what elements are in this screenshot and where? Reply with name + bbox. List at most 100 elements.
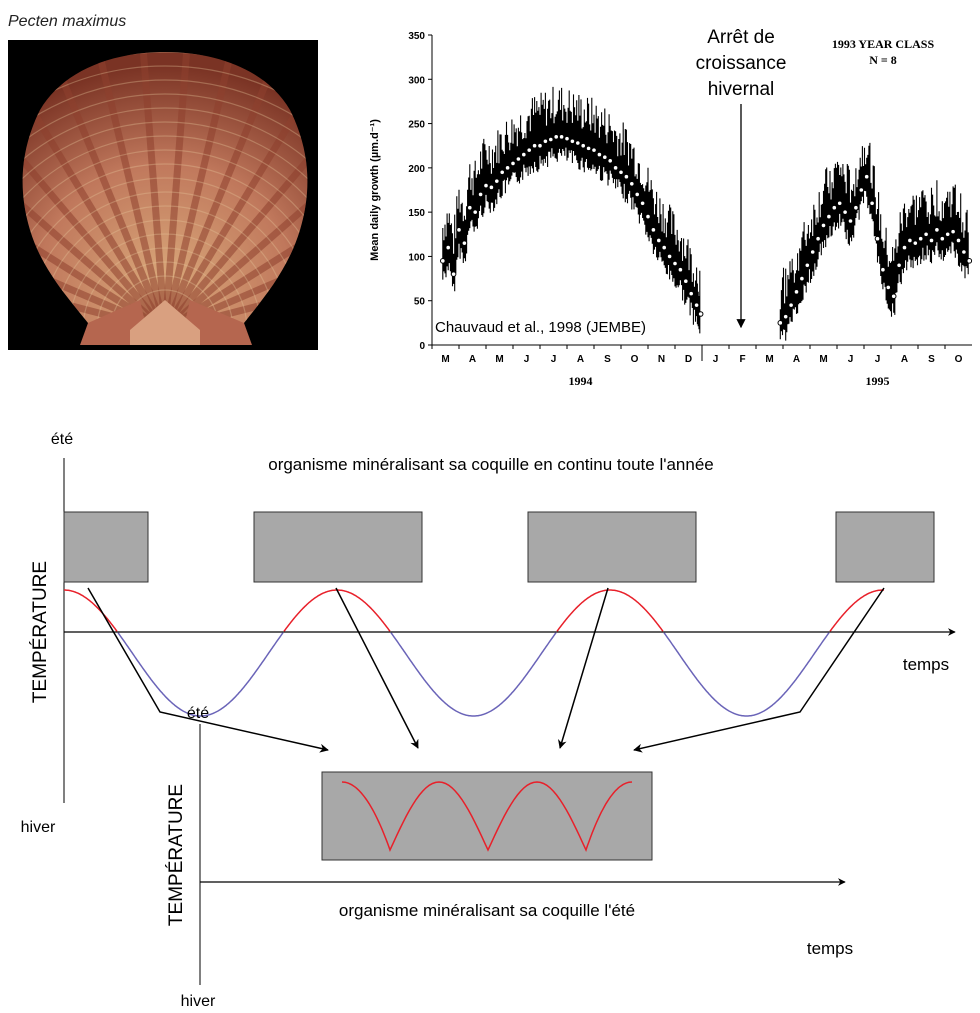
shell-rib	[87, 52, 169, 323]
chart-point	[612, 165, 619, 171]
wave-warm-segment	[829, 589, 884, 632]
chart-point	[966, 258, 973, 264]
chart-point	[672, 260, 678, 267]
chart-point	[831, 204, 838, 211]
chart-month-label: F	[739, 354, 745, 365]
chart-point	[885, 284, 892, 291]
chart-point	[863, 173, 870, 180]
chart-point	[793, 289, 800, 295]
bottom-caption: organisme minéralisant sa coquille l'été	[339, 901, 635, 920]
chart-point	[826, 213, 832, 220]
shell-growth-ring	[110, 275, 220, 323]
shell-growth-ring	[22, 93, 308, 323]
shell-rib	[162, 117, 308, 323]
chart-point	[564, 135, 570, 142]
shell-growth-ring	[40, 205, 290, 323]
chart-point	[531, 142, 538, 149]
chart-point	[515, 156, 522, 162]
chart-point	[656, 237, 662, 244]
arrest-label-line-3: hivernal	[708, 79, 775, 100]
chart-point	[456, 227, 462, 233]
shell-rib	[162, 82, 308, 323]
shell-growth-ring	[22, 65, 308, 323]
chart-year-label: 1995	[866, 374, 890, 388]
wave-warm-segment	[556, 589, 664, 632]
top-ete-label: été	[51, 431, 73, 448]
chart-month-label: A	[577, 354, 584, 365]
chart-x-axis: M A M J J A S O N D J F M A M J J A S O 1994 1995	[431, 344, 972, 388]
chart-point	[890, 293, 897, 300]
chart-y-tick-label: 100	[408, 252, 425, 263]
chart-point	[472, 209, 479, 215]
chart-month-label: M	[441, 354, 449, 365]
shell-rib	[22, 117, 168, 323]
chart-point	[467, 204, 473, 211]
shell-growth-ring	[124, 289, 206, 323]
chart-month-label: J	[524, 354, 530, 365]
chart-point	[607, 157, 614, 164]
chart-point	[602, 154, 608, 161]
chart-month-label: M	[495, 354, 503, 365]
chart-point	[677, 266, 684, 273]
shell-growth-ring	[22, 121, 308, 323]
chart-point	[494, 178, 500, 184]
chart-point	[488, 184, 495, 191]
chart-series-line-1994	[442, 136, 702, 315]
chart-point	[847, 218, 854, 224]
chart-point	[661, 244, 668, 251]
shell-growth-ring	[22, 135, 308, 323]
chart-point	[955, 237, 962, 244]
chart-point	[596, 151, 603, 158]
shell-growth-ring	[22, 163, 308, 323]
record-curve-path	[341, 781, 633, 853]
shell-rib	[40, 52, 169, 323]
summer-boxes	[63, 511, 935, 583]
chart-point	[912, 240, 919, 246]
chart-point	[782, 313, 789, 320]
species-name: Pecten maximus	[8, 13, 126, 30]
chart-point	[804, 262, 811, 269]
chart-point	[777, 320, 784, 326]
chart-point	[542, 138, 549, 145]
chart-point	[634, 191, 641, 198]
chart-point	[858, 187, 865, 193]
chart-month-label: S	[928, 354, 935, 365]
chart-point	[510, 160, 516, 167]
arrow-from-box-4	[633, 587, 885, 753]
chart-point	[820, 222, 827, 229]
chart-point	[907, 237, 913, 244]
chart-year-label: 1994	[569, 374, 593, 388]
chart-annotation-line-2: N = 8	[869, 53, 897, 67]
chart-month-label: S	[604, 354, 611, 365]
chart-point	[693, 302, 700, 308]
chart-month-label: M	[765, 354, 773, 365]
chart-point	[504, 165, 511, 171]
chart-month-label: N	[658, 354, 665, 365]
shell-rib	[22, 200, 167, 323]
chart-y-tick-label: 350	[408, 31, 425, 42]
transfer-arrows	[87, 587, 885, 753]
chart-y-axis-label: Mean daily growth (µm.d⁻¹)	[369, 119, 381, 261]
chart-point	[901, 244, 908, 251]
wave-cold-segment	[390, 632, 557, 717]
chart-point	[874, 235, 881, 242]
bottom-axis-label: TEMPÉRATURE	[166, 784, 187, 926]
chart-month-label: J	[875, 354, 881, 365]
chart-point	[944, 231, 951, 238]
chart-point	[896, 262, 902, 269]
chart-point	[917, 235, 924, 242]
chart-y-axis: 0 50 100 150 200 250 300 350	[408, 31, 433, 352]
chart-point	[483, 182, 489, 189]
summer-record-box	[321, 771, 653, 861]
chart-point	[580, 142, 587, 149]
arrow-from-box-2	[335, 587, 419, 749]
chart-month-label: M	[819, 354, 827, 365]
shell-growth-ring	[26, 191, 304, 323]
summer-record-curve	[341, 781, 633, 853]
chart-point	[950, 228, 956, 235]
arrest-label-line-1: Arrêt de	[707, 27, 775, 48]
chart-point	[623, 173, 630, 180]
chart-point	[869, 200, 875, 207]
chart-point	[853, 204, 859, 211]
bottom-ete-label: été	[187, 705, 209, 722]
